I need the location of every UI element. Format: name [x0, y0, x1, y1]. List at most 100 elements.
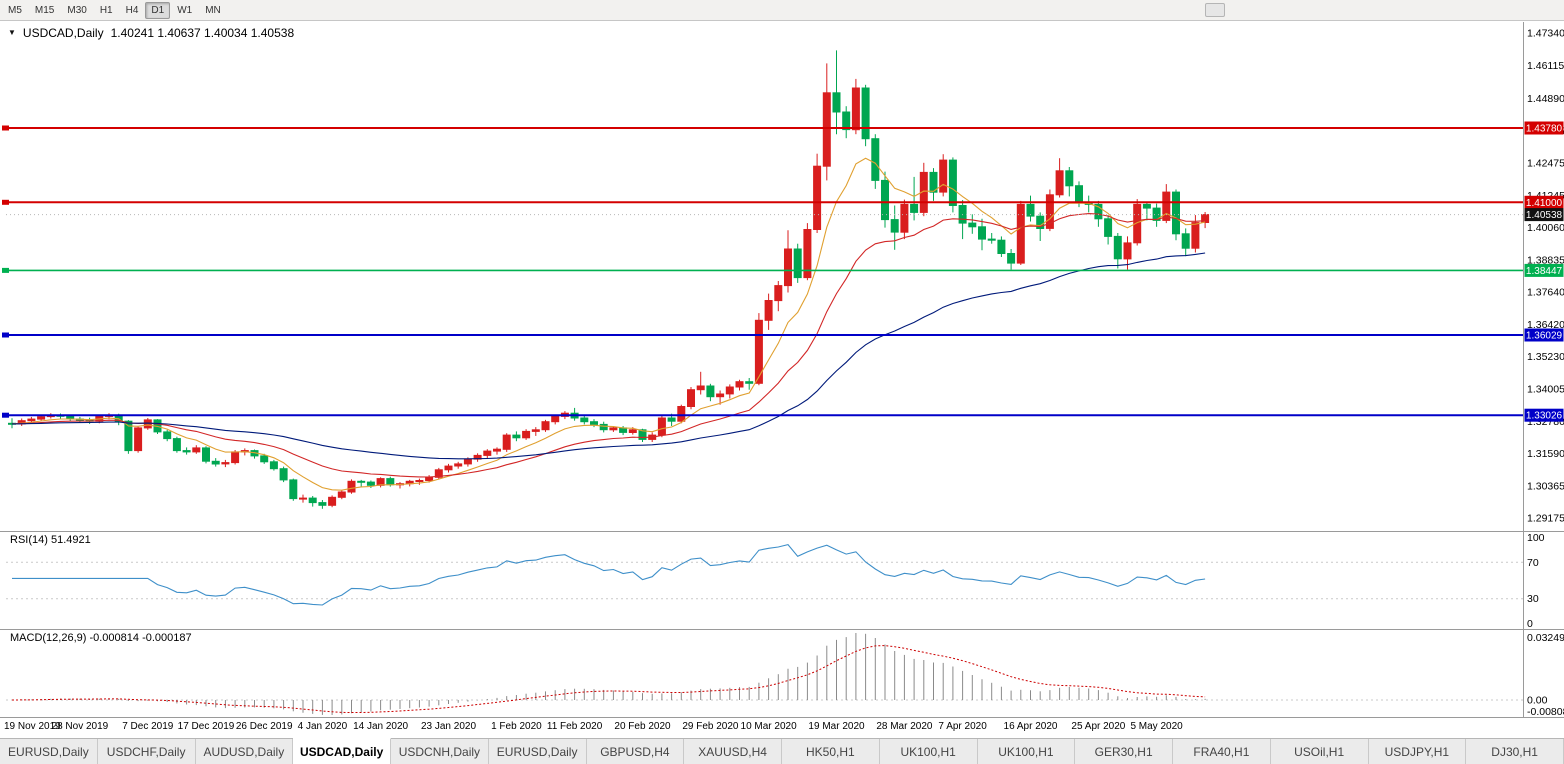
- candle-body: [1075, 185, 1083, 204]
- rsi-indicator-label: RSI(14) 51.4921: [8, 534, 93, 546]
- candle-body: [182, 450, 191, 453]
- price-axis-tick: 1.29175: [1527, 513, 1564, 525]
- timeframe-button-m5[interactable]: M5: [8, 4, 22, 16]
- price-chart-canvas[interactable]: 1.473401.461151.448901.436651.424751.412…: [0, 22, 1564, 738]
- rsi-line: [12, 543, 1206, 606]
- candle-body: [279, 468, 288, 481]
- time-axis-label: 19 Mar 2020: [808, 721, 865, 732]
- candle-body: [202, 447, 210, 462]
- timeframe-button-d1[interactable]: D1: [145, 1, 171, 19]
- candle-body: [1026, 203, 1035, 217]
- candle-body: [299, 497, 307, 500]
- candle-body: [628, 429, 637, 433]
- timeframe-button-w1[interactable]: W1: [177, 4, 193, 16]
- chart-tab-usdcnh-daily[interactable]: USDCNH,Daily: [391, 739, 489, 764]
- time-axis-label: 28 Mar 2020: [876, 721, 933, 732]
- candle-body: [842, 111, 851, 131]
- candle-body: [1055, 170, 1064, 196]
- time-axis-label: 20 Feb 2020: [614, 721, 671, 732]
- time-axis-label: 19 Nov 2019: [4, 721, 61, 732]
- candle-body: [541, 421, 550, 431]
- chart-tab-eurusd-daily[interactable]: EURUSD,Daily: [488, 739, 587, 764]
- timeframe-button-m15[interactable]: M15: [34, 4, 55, 16]
- chart-tab-audusd-daily[interactable]: AUDUSD,Daily: [195, 739, 294, 764]
- macd-axis-label-max: 0.032493: [1527, 632, 1564, 644]
- price-badge-label: 1.41000: [1526, 198, 1563, 209]
- candle-body: [939, 159, 948, 193]
- candle-body: [1133, 203, 1142, 244]
- candle-body: [1104, 218, 1113, 237]
- time-axis-label: 7 Dec 2019: [122, 721, 174, 732]
- time-axis-label: 23 Jan 2020: [421, 721, 476, 732]
- candle-body: [861, 87, 870, 140]
- price-axis-tick: 1.44890: [1527, 93, 1564, 105]
- chart-tab-hk50-h1[interactable]: HK50,H1: [782, 739, 880, 764]
- chart-dropdown-icon[interactable]: ▼: [8, 27, 16, 37]
- candle-body: [657, 417, 666, 436]
- price-axis-tick: 1.40060: [1527, 222, 1564, 234]
- candle-body: [337, 491, 346, 498]
- chart-tab-usoil-h1[interactable]: USOil,H1: [1270, 739, 1369, 764]
- chart-tab-fra40-h1[interactable]: FRA40,H1: [1173, 739, 1271, 764]
- price-axis-tick: 1.36420: [1527, 319, 1564, 331]
- timeframe-button-m30[interactable]: M30: [67, 4, 87, 16]
- chart-title: ▼ USDCAD,Daily 1.40241 1.40637 1.40034 1…: [8, 26, 294, 40]
- timeframe-button-h4[interactable]: H4: [125, 4, 139, 16]
- time-axis-label: 17 Dec 2019: [178, 721, 235, 732]
- toolbar-overflow-button[interactable]: [1205, 3, 1225, 17]
- candle-body: [1191, 222, 1200, 249]
- candle-body: [871, 138, 880, 181]
- chart-tab-dj30-h1[interactable]: DJ30,H1: [1466, 739, 1564, 764]
- price-axis-tick: 1.34005: [1527, 384, 1564, 396]
- candle-body: [803, 229, 812, 279]
- candle-body: [328, 496, 337, 506]
- chart-tab-usdjpy-h1[interactable]: USDJPY,H1: [1368, 739, 1467, 764]
- time-axis-label: 26 Dec 2019: [236, 721, 293, 732]
- macd-histogram: [21, 633, 1206, 715]
- timeframe-button-h1[interactable]: H1: [99, 4, 113, 16]
- rsi-axis-label: 30: [1527, 593, 1539, 605]
- chart-tab-ger30-h1[interactable]: GER30,H1: [1075, 739, 1173, 764]
- chart-tab-usdchf-daily[interactable]: USDCHF,Daily: [97, 739, 196, 764]
- level-line-left-marker: [2, 267, 9, 273]
- candle-body: [163, 431, 172, 440]
- chart-tab-uk100-h1[interactable]: UK100,H1: [879, 739, 978, 764]
- level-line-left-marker: [2, 199, 9, 205]
- price-axis-tick: 1.38835: [1527, 255, 1564, 267]
- chart-tab-gbpusd-h4[interactable]: GBPUSD,H4: [586, 739, 685, 764]
- candle-body: [590, 421, 598, 425]
- candle-body: [609, 427, 618, 431]
- candle-body: [1094, 203, 1103, 220]
- candle-body: [687, 389, 695, 408]
- time-axis-label: 11 Feb 2020: [547, 721, 603, 732]
- price-badge: [1524, 195, 1564, 209]
- price-axis-tick: 1.31590: [1527, 448, 1564, 460]
- chart-tab-eurusd-daily[interactable]: EURUSD,Daily: [0, 739, 98, 764]
- time-axis-label: 16 Apr 2020: [1004, 721, 1058, 732]
- candle-body: [1162, 191, 1171, 221]
- candle-body: [890, 219, 899, 233]
- candle-body: [677, 406, 686, 422]
- chart-tab-uk100-h1[interactable]: UK100,H1: [977, 739, 1076, 764]
- candle-body: [37, 416, 46, 420]
- candle-body: [357, 480, 366, 483]
- candle-body: [948, 159, 957, 207]
- chart-window[interactable]: 1.473401.461151.448901.436651.424751.412…: [0, 22, 1564, 738]
- chart-tab-usdcad-daily[interactable]: USDCAD,Daily: [293, 738, 391, 764]
- timeframe-button-mn[interactable]: MN: [205, 4, 221, 16]
- candle-body: [211, 460, 220, 465]
- price-axis-tick: 1.46115: [1527, 60, 1564, 72]
- time-axis-label: 7 Apr 2020: [938, 721, 987, 732]
- candle-body: [483, 450, 492, 456]
- price-axis[interactable]: 1.473401.461151.448901.436651.424751.412…: [1524, 28, 1564, 525]
- chart-tab-xauusd-h4[interactable]: XAUUSD,H4: [684, 739, 782, 764]
- candle-body: [454, 463, 463, 467]
- candle-body: [822, 92, 831, 167]
- time-axis-label: 1 Feb 2020: [491, 721, 542, 732]
- candle-body: [1172, 191, 1180, 235]
- candle-body: [793, 248, 802, 279]
- candle-body: [1045, 194, 1054, 229]
- candle-body: [667, 417, 676, 422]
- time-axis-label: 4 Jan 2020: [298, 721, 348, 732]
